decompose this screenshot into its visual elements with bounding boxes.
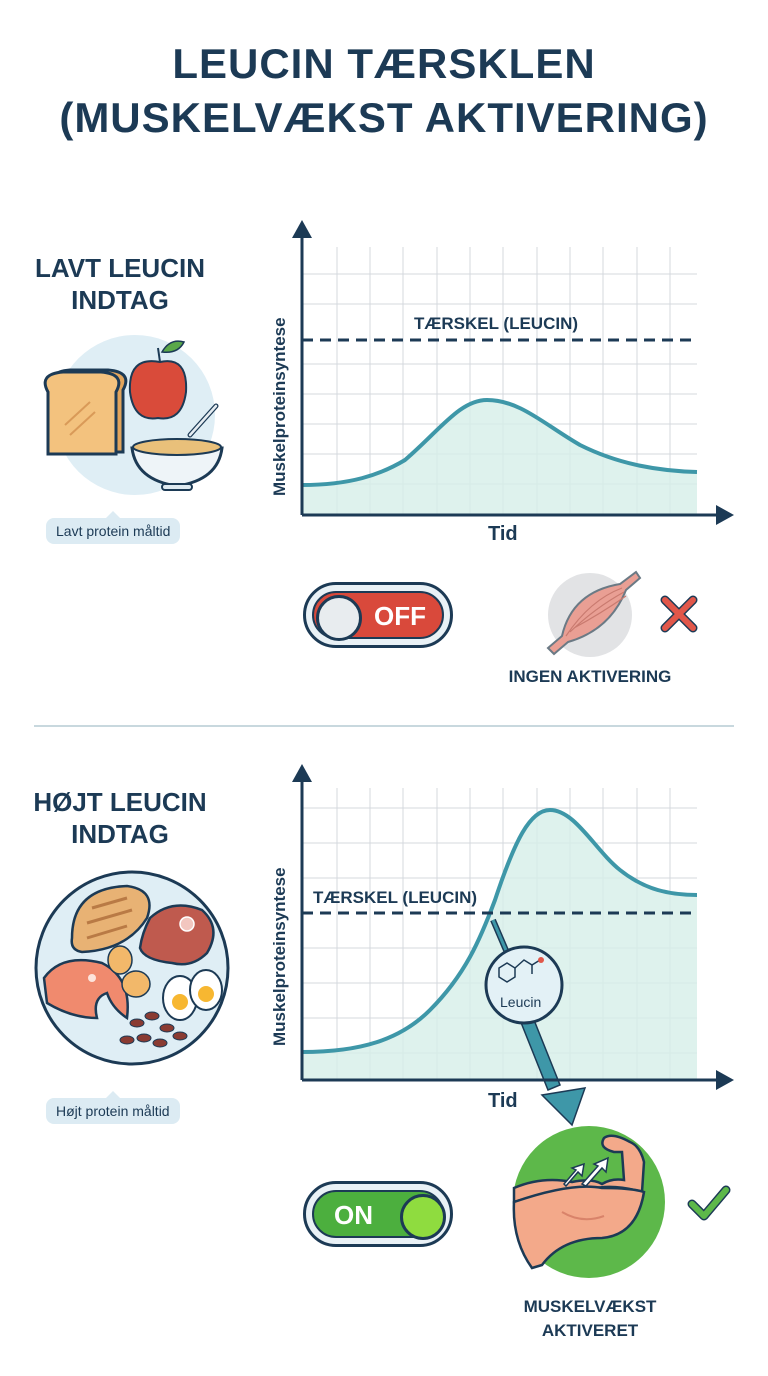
high-x-axis-label: Tid: [488, 1090, 518, 1112]
curve-fill: [302, 810, 697, 1080]
low-threshold-label: TÆRSKEL (LEUCIN): [414, 314, 579, 333]
high-title-line1: HØJT LEUCIN: [33, 787, 207, 817]
activation-label: MUSKELVÆKST AKTIVERET: [480, 1295, 700, 1343]
high-protein-meal-illustration: [34, 870, 230, 1066]
steak-icon: [138, 904, 215, 966]
checkmark-icon: [689, 1187, 729, 1219]
growth-arrows-icon: [562, 1156, 609, 1188]
high-title-line2: INDTAG: [71, 819, 169, 849]
leucin-molecule-badge: [484, 945, 564, 1025]
high-section-title: HØJT LEUCIN INDTAG: [0, 786, 240, 850]
low-title-line2: INDTAG: [71, 285, 169, 315]
y-axis-arrow-icon: [292, 220, 312, 238]
low-leucin-chart: [292, 220, 734, 525]
eggs-icon: [107, 945, 223, 1021]
high-meal-caption: Højt protein måltid: [46, 1091, 180, 1124]
synthesis-curve: [301, 807, 698, 1054]
flexed-bicep-icon: [512, 1126, 731, 1278]
on-toggle[interactable]: ON: [303, 1181, 453, 1247]
low-x-axis-label: Tid: [488, 523, 518, 545]
curve-fill: [302, 400, 697, 515]
low-meal-caption: Lavt protein måltid: [46, 511, 181, 544]
high-threshold-label: TÆRSKEL (LEUCIN): [313, 888, 478, 907]
leucin-badge-label: Leucin: [500, 994, 542, 1010]
off-toggle[interactable]: OFF: [303, 582, 453, 648]
activation-label-line1: MUSKELVÆKST: [523, 1297, 657, 1316]
low-section-title: LAVT LEUCIN INDTAG: [0, 252, 240, 316]
off-toggle-label: OFF: [374, 601, 426, 631]
toggle-knob: [400, 1194, 446, 1240]
salmon-icon: [42, 958, 129, 1021]
toast-icon: [43, 368, 128, 456]
high-y-axis-label: Muskelproteinsyntese: [270, 867, 289, 1046]
beans-icon: [119, 1011, 188, 1048]
muscle-inactive-icon: [546, 570, 698, 657]
x-axis-arrow-icon: [716, 1070, 734, 1090]
x-mark-icon: [660, 595, 698, 633]
activation-arrow-icon: [490, 918, 587, 1127]
benzene-ring-icon: [498, 962, 516, 983]
cereal-bowl-icon: [130, 403, 224, 491]
synthesis-curve: [301, 397, 698, 487]
low-protein-meal-illustration: [43, 335, 224, 495]
toggle-knob: [316, 595, 362, 641]
no-activation-label: INGEN AKTIVERING: [508, 667, 672, 686]
page-title-line2: (MUSKELVÆKST AKTIVERING): [59, 94, 709, 141]
low-title-line1: LAVT LEUCIN: [35, 253, 205, 283]
activation-label-line2: AKTIVERET: [541, 1321, 639, 1340]
high-leucin-chart: [292, 764, 734, 1127]
low-y-axis-label: Muskelproteinsyntese: [270, 317, 289, 496]
on-toggle-label: ON: [334, 1200, 373, 1230]
x-axis-arrow-icon: [716, 505, 734, 525]
section-divider: [34, 725, 734, 727]
apple-icon: [128, 340, 188, 420]
y-axis-arrow-icon: [292, 764, 312, 782]
chicken-icon: [70, 884, 151, 954]
page-title-line1: LEUCIN TÆRSKLEN: [172, 40, 596, 87]
